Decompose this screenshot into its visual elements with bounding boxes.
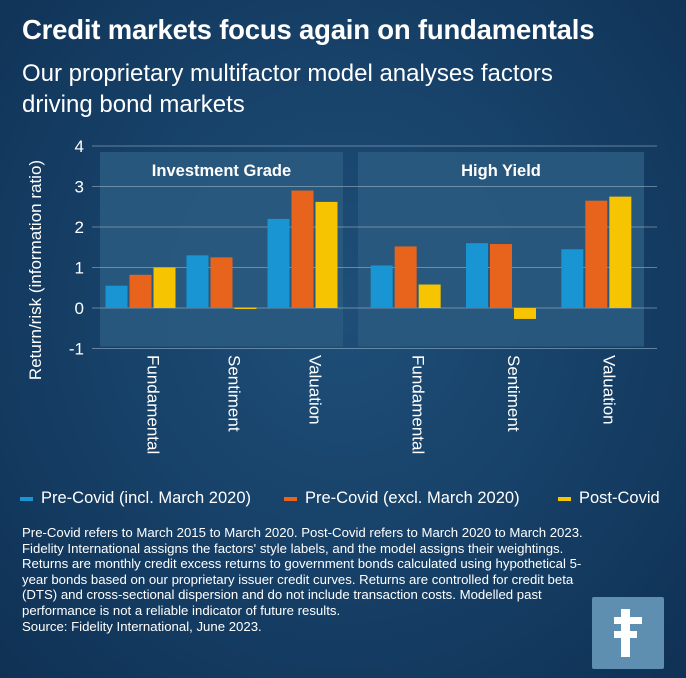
y-tick-label: -1 — [69, 340, 84, 359]
y-tick-label: 0 — [75, 299, 84, 318]
chart-title: Credit markets focus again on fundamenta… — [22, 14, 595, 45]
legend-swatch-pre-covid-excl — [284, 496, 297, 501]
y-axis-label: Return/risk (information ratio) — [26, 160, 45, 380]
legend-item-post-covid: Post-Covid — [558, 489, 660, 508]
bar — [267, 218, 290, 308]
legend-swatch-post-covid — [558, 496, 571, 501]
bar — [291, 190, 314, 308]
legend-swatch-pre-covid-incl — [20, 496, 33, 501]
panel-title: Investment Grade — [152, 162, 291, 180]
bar — [394, 246, 417, 308]
bar — [210, 257, 233, 308]
x-tick-label: Sentiment — [225, 355, 244, 432]
x-tick-label: Valuation — [599, 355, 618, 425]
bar — [609, 196, 632, 308]
bar — [585, 200, 608, 308]
footnote: Pre-Covid refers to March 2015 to March … — [22, 525, 592, 634]
legend: Pre-Covid (incl. March 2020) Pre-Covid (… — [20, 489, 680, 511]
y-tick-label: 4 — [75, 137, 84, 156]
bar — [490, 244, 512, 308]
x-tick-label: Valuation — [306, 355, 325, 425]
legend-item-pre-covid-incl: Pre-Covid (incl. March 2020) — [20, 489, 251, 508]
y-tick-label: 1 — [75, 259, 84, 278]
bar — [418, 284, 441, 308]
panel-title: High Yield — [461, 162, 541, 180]
fidelity-logo — [592, 597, 664, 669]
bar — [105, 285, 128, 308]
bar — [370, 265, 393, 308]
x-tick-label: Fundamental — [409, 355, 428, 454]
legend-label-pre-covid-excl: Pre-Covid (excl. March 2020) — [305, 489, 520, 507]
legend-label-pre-covid-incl: Pre-Covid (incl. March 2020) — [41, 489, 251, 507]
bar — [315, 201, 338, 308]
y-tick-label: 2 — [75, 218, 84, 237]
fidelity-f-logo-icon — [614, 609, 642, 657]
source-note: Source: Fidelity International, June 202… — [22, 618, 262, 634]
bar — [153, 267, 176, 308]
bar — [129, 274, 152, 308]
legend-item-pre-covid-excl: Pre-Covid (excl. March 2020) — [284, 489, 520, 508]
bar — [561, 249, 584, 308]
bar — [514, 308, 536, 319]
bar — [186, 255, 209, 308]
y-tick-label: 3 — [75, 178, 84, 197]
footnote-text: Pre-Covid refers to March 2015 to March … — [22, 525, 583, 618]
x-tick-label: Sentiment — [504, 355, 523, 432]
chart-subtitle: Our proprietary multifactor model analys… — [22, 60, 553, 118]
bar — [234, 307, 257, 309]
bar — [466, 243, 488, 308]
legend-label-post-covid: Post-Covid — [579, 489, 660, 507]
bar-chart: 4 3 2 1 0 -1 Return/risk (information ratio) In… — [26, 137, 657, 454]
x-tick-label: Fundamental — [144, 355, 163, 454]
